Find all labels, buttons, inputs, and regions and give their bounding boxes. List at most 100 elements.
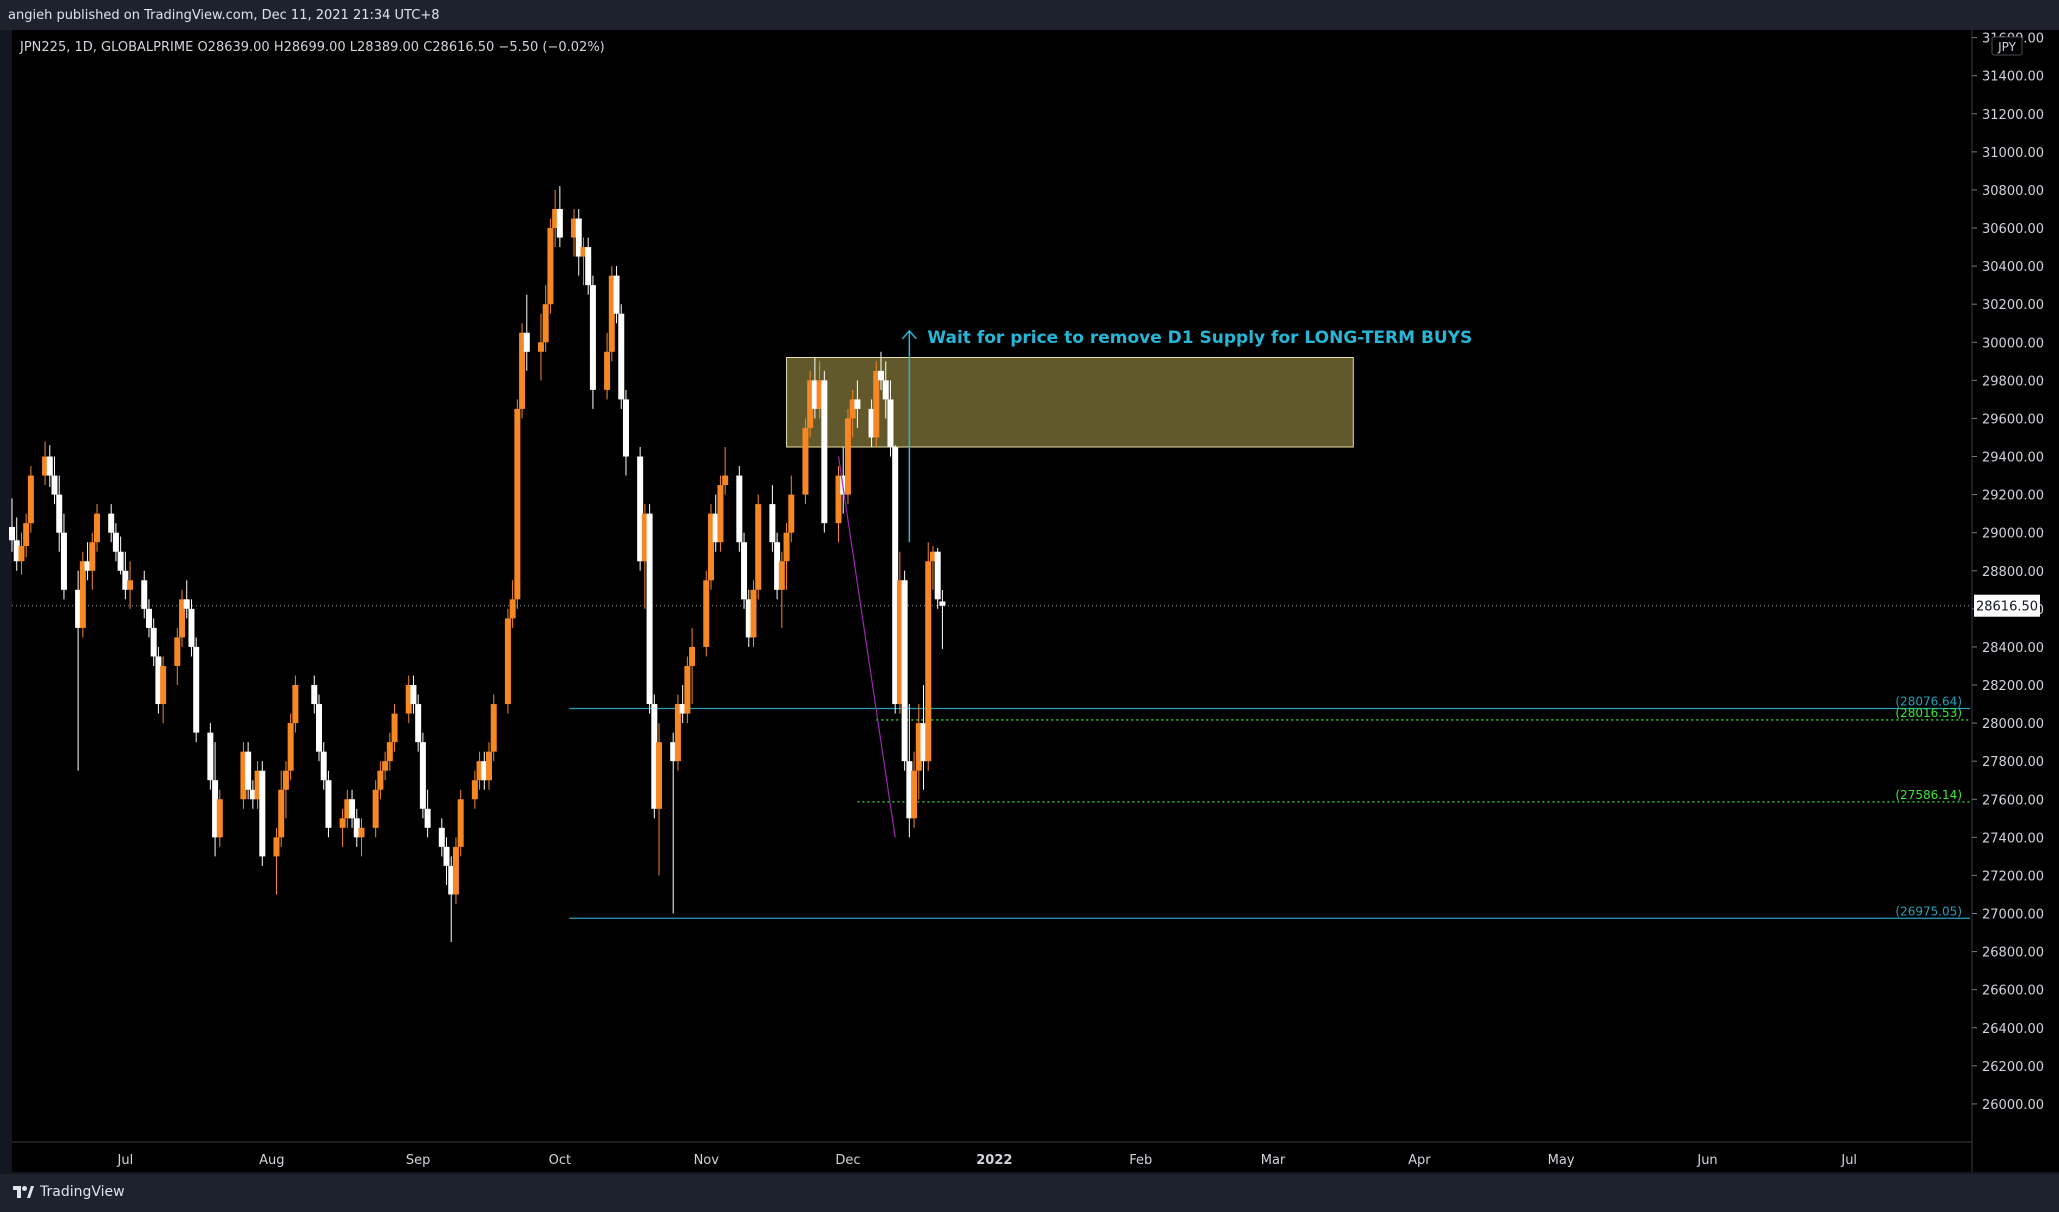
- candle-body: [60, 532, 67, 590]
- x-tick-label: Jul: [1840, 1153, 1857, 1168]
- candle-body: [811, 380, 818, 409]
- symbol-info-part: JPN225, 1D, GLOBALPRIME: [19, 40, 193, 55]
- candle-body: [934, 551, 941, 600]
- candle-body: [46, 456, 53, 476]
- candle-body: [622, 399, 629, 457]
- candle-body: [519, 332, 526, 409]
- candle-body: [13, 540, 20, 562]
- candle-body: [42, 456, 49, 476]
- candle-body: [443, 846, 450, 866]
- candle-body: [717, 485, 724, 543]
- symbol-info: JPN225, 1D, GLOBALPRIME O28639.00 H28699…: [19, 40, 605, 55]
- currency-label: JPY: [1997, 40, 2017, 54]
- candle-body: [344, 799, 351, 819]
- level-label: (27586.14): [1895, 788, 1962, 802]
- candle-body: [637, 456, 644, 562]
- y-tick-label: 27800.00: [1982, 755, 2044, 770]
- candle-body: [84, 561, 91, 571]
- candle-body: [674, 704, 681, 762]
- candle-body: [774, 542, 781, 590]
- x-tick-label: 2022: [976, 1153, 1012, 1168]
- candle-body: [207, 732, 214, 781]
- candle-body: [18, 546, 25, 562]
- candle-body: [117, 551, 124, 571]
- candle-body: [94, 513, 101, 543]
- footer-bar: TradingView: [0, 1174, 2059, 1212]
- publish-bar: angieh published on TradingView.com, Dec…: [0, 0, 2059, 30]
- candle-body: [349, 799, 356, 819]
- y-tick-label: 30200.00: [1982, 298, 2044, 313]
- candle-body: [89, 542, 96, 571]
- x-tick-label: Dec: [835, 1153, 860, 1168]
- candle-body: [722, 475, 729, 486]
- candle-body: [882, 380, 889, 400]
- x-tick-label: May: [1548, 1153, 1575, 1168]
- candle-body: [741, 542, 748, 600]
- candle-body: [887, 399, 894, 447]
- symbol-info-part: O28639.00: [193, 40, 269, 55]
- candle-body: [282, 770, 289, 790]
- candle-body: [783, 532, 790, 562]
- y-tick-label: 26400.00: [1982, 1022, 2044, 1037]
- candle-body: [481, 761, 488, 781]
- candle-body: [112, 532, 119, 552]
- candle-body: [745, 599, 752, 638]
- candle-body: [486, 751, 493, 781]
- candle-body: [556, 208, 563, 238]
- tradingview-brand[interactable]: TradingView: [12, 1184, 125, 1200]
- candle-body: [892, 447, 899, 705]
- candle-body: [580, 247, 587, 257]
- candle-body: [523, 332, 530, 352]
- candle-body: [585, 247, 592, 286]
- candle-body: [212, 780, 219, 838]
- candle-body: [618, 313, 625, 400]
- y-tick-label: 30400.00: [1982, 260, 2044, 275]
- y-tick-label: 29600.00: [1982, 412, 2044, 427]
- candle-body: [127, 580, 134, 590]
- candle-body: [504, 618, 511, 705]
- candle-body: [273, 837, 280, 857]
- candle-body: [807, 380, 814, 428]
- candle-body: [419, 742, 426, 809]
- candle-body: [174, 637, 181, 666]
- candle-body: [51, 475, 58, 495]
- candle-body: [476, 761, 483, 781]
- candle-body: [339, 818, 346, 828]
- candle-body: [613, 275, 620, 314]
- candle-body: [188, 608, 195, 647]
- candle-body: [155, 656, 162, 705]
- candle-body: [240, 751, 247, 800]
- candle-body: [457, 799, 464, 847]
- candle-body: [23, 523, 30, 547]
- annotation-arrow-head: [901, 329, 917, 340]
- symbol-info-part: −5.50 (−0.02%): [494, 40, 604, 55]
- candle-body: [216, 799, 223, 838]
- x-tick-label: Feb: [1129, 1153, 1152, 1168]
- candle-body: [179, 599, 186, 638]
- chart-background: [12, 30, 1972, 1172]
- y-tick-label: 27400.00: [1982, 831, 2044, 846]
- candle-body: [259, 770, 266, 857]
- y-tick-label: 29400.00: [1982, 451, 2044, 466]
- candle-body: [868, 408, 875, 438]
- y-tick-label: 26200.00: [1982, 1060, 2044, 1075]
- y-tick-label: 26000.00: [1982, 1098, 2044, 1113]
- candle-body: [547, 228, 554, 305]
- candle-body: [415, 704, 422, 743]
- candle-body: [145, 608, 152, 628]
- candle-body: [712, 513, 719, 543]
- candle-body: [372, 789, 379, 828]
- x-tick-label: Mar: [1261, 1153, 1286, 1168]
- candle-body: [122, 570, 129, 590]
- candle-body: [448, 865, 455, 895]
- candle-body: [835, 475, 842, 524]
- candle-body: [315, 704, 322, 752]
- x-tick-label: Aug: [259, 1153, 284, 1168]
- candle-body: [575, 218, 582, 257]
- candle-body: [608, 275, 615, 352]
- x-tick-label: Apr: [1408, 1153, 1431, 1168]
- candle-body: [254, 770, 261, 800]
- x-tick-label: Oct: [549, 1153, 571, 1168]
- candle-body: [788, 494, 795, 533]
